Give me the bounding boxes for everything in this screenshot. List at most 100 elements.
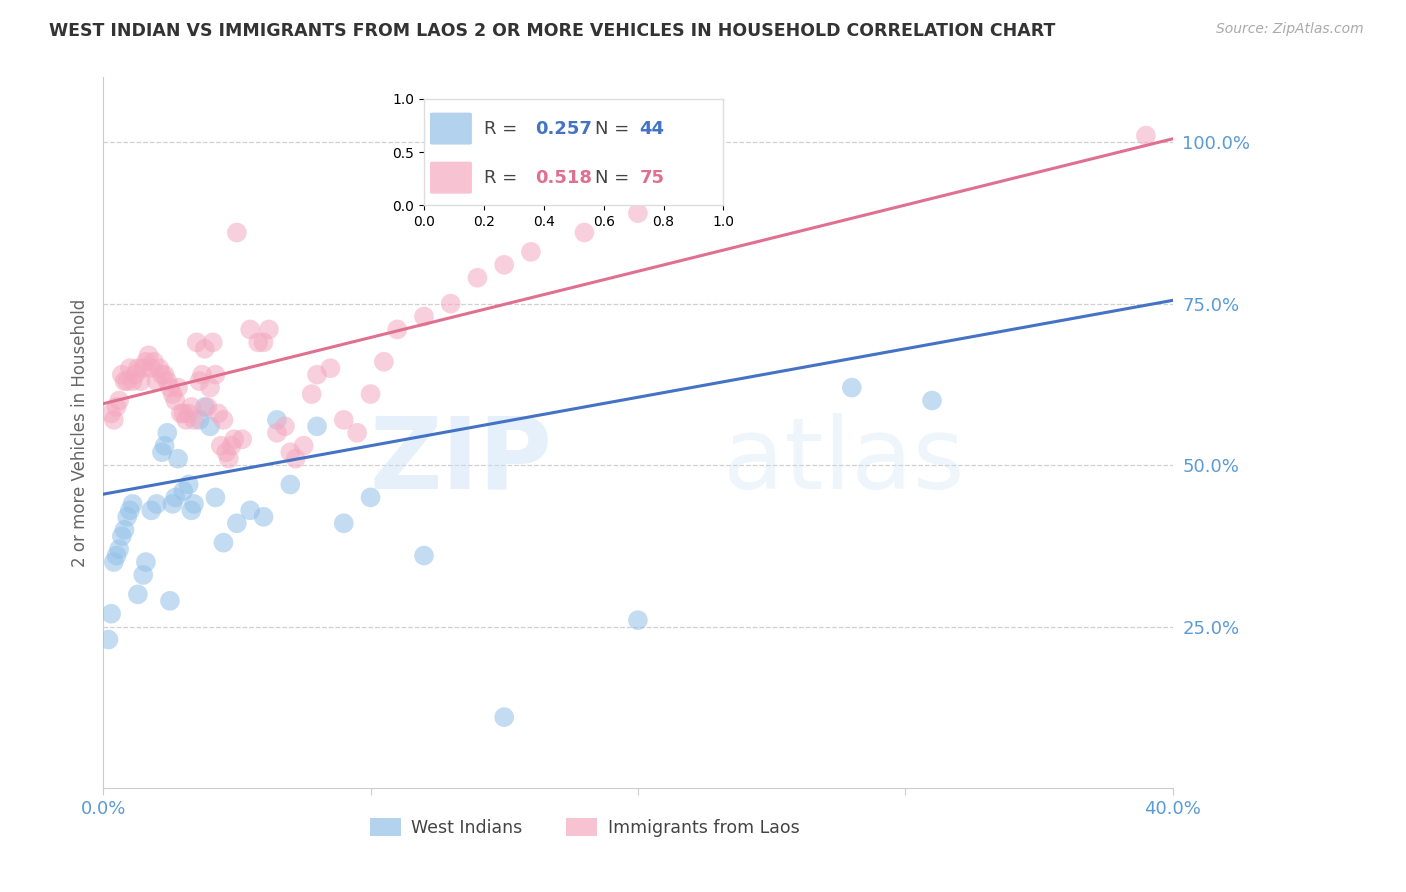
- Point: [413, 310, 436, 324]
- Text: atlas: atlas: [724, 413, 965, 509]
- Point: [627, 613, 650, 627]
- Point: [239, 322, 262, 336]
- Point: [346, 425, 368, 440]
- Point: [124, 368, 146, 382]
- Point: [145, 374, 167, 388]
- Point: [97, 632, 120, 647]
- Point: [198, 419, 221, 434]
- Point: [186, 335, 208, 350]
- Point: [145, 497, 167, 511]
- Point: [108, 542, 131, 557]
- Point: [135, 555, 157, 569]
- Point: [127, 587, 149, 601]
- Point: [111, 368, 134, 382]
- Point: [204, 491, 226, 505]
- Point: [921, 393, 943, 408]
- Y-axis label: 2 or more Vehicles in Household: 2 or more Vehicles in Household: [72, 299, 89, 567]
- Point: [218, 451, 240, 466]
- Point: [162, 497, 184, 511]
- Point: [207, 406, 229, 420]
- Point: [153, 439, 176, 453]
- Point: [129, 374, 152, 388]
- Point: [274, 419, 297, 434]
- Point: [132, 361, 155, 376]
- Point: [198, 381, 221, 395]
- Point: [239, 503, 262, 517]
- Point: [333, 413, 356, 427]
- Point: [212, 413, 235, 427]
- Point: [103, 413, 125, 427]
- Point: [224, 432, 246, 446]
- Point: [194, 400, 217, 414]
- Point: [194, 342, 217, 356]
- Point: [111, 529, 134, 543]
- Point: [105, 549, 128, 563]
- Point: [494, 710, 516, 724]
- Point: [225, 226, 247, 240]
- Point: [135, 355, 157, 369]
- Point: [183, 413, 205, 427]
- Point: [183, 497, 205, 511]
- Point: [467, 270, 489, 285]
- Point: [494, 258, 516, 272]
- Point: [118, 503, 141, 517]
- Point: [142, 355, 165, 369]
- Point: [172, 406, 194, 420]
- Point: [167, 381, 190, 395]
- Point: [150, 445, 173, 459]
- Legend: West Indians, Immigrants from Laos: West Indians, Immigrants from Laos: [363, 811, 806, 844]
- Point: [100, 406, 122, 420]
- Point: [266, 413, 288, 427]
- Point: [301, 387, 323, 401]
- Point: [138, 348, 160, 362]
- Point: [373, 355, 395, 369]
- Point: [440, 296, 463, 310]
- Point: [177, 406, 200, 420]
- Point: [115, 374, 138, 388]
- Point: [333, 516, 356, 531]
- Point: [231, 432, 253, 446]
- Point: [165, 393, 187, 408]
- Point: [100, 607, 122, 621]
- Point: [177, 477, 200, 491]
- Point: [413, 549, 436, 563]
- Point: [115, 509, 138, 524]
- Point: [153, 368, 176, 382]
- Text: WEST INDIAN VS IMMIGRANTS FROM LAOS 2 OR MORE VEHICLES IN HOUSEHOLD CORRELATION : WEST INDIAN VS IMMIGRANTS FROM LAOS 2 OR…: [49, 22, 1056, 40]
- Point: [150, 368, 173, 382]
- Point: [174, 413, 197, 427]
- Point: [257, 322, 280, 336]
- Point: [221, 439, 243, 453]
- Point: [159, 381, 181, 395]
- Point: [188, 413, 211, 427]
- Point: [114, 523, 136, 537]
- Point: [360, 491, 382, 505]
- Point: [197, 400, 219, 414]
- Point: [165, 491, 187, 505]
- Point: [170, 406, 193, 420]
- Point: [278, 477, 301, 491]
- Point: [188, 374, 211, 388]
- Point: [520, 244, 543, 259]
- Point: [159, 594, 181, 608]
- Point: [247, 335, 270, 350]
- Point: [127, 361, 149, 376]
- Point: [121, 497, 143, 511]
- Point: [387, 322, 409, 336]
- Point: [681, 186, 703, 201]
- Point: [305, 368, 328, 382]
- Point: [180, 400, 202, 414]
- Point: [292, 439, 315, 453]
- Point: [212, 535, 235, 549]
- Point: [141, 361, 163, 376]
- Point: [201, 335, 224, 350]
- Text: Source: ZipAtlas.com: Source: ZipAtlas.com: [1216, 22, 1364, 37]
- Point: [266, 425, 288, 440]
- Point: [209, 439, 232, 453]
- Point: [841, 381, 863, 395]
- Point: [108, 393, 131, 408]
- Point: [278, 445, 301, 459]
- Point: [191, 368, 214, 382]
- Point: [172, 483, 194, 498]
- Point: [105, 400, 128, 414]
